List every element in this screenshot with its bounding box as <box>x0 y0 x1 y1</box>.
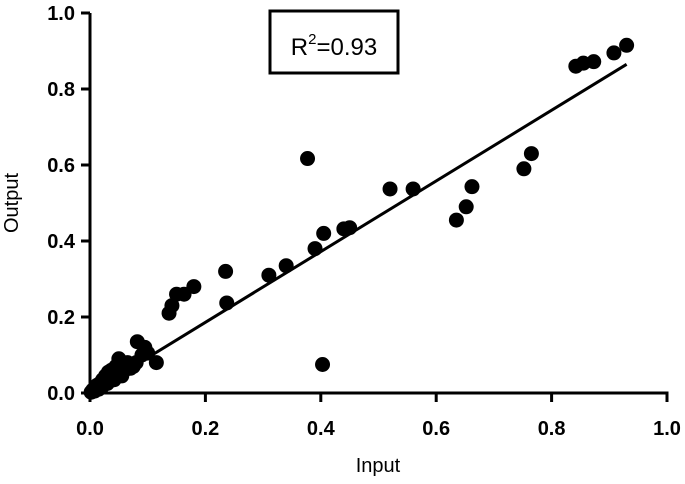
data-point <box>458 199 474 215</box>
x-tick-label: 1.0 <box>653 418 681 440</box>
trendline-layer <box>89 63 628 395</box>
data-point <box>148 355 164 371</box>
data-point <box>382 181 398 197</box>
data-point <box>307 241 323 257</box>
data-point <box>464 179 480 195</box>
data-point <box>300 151 316 167</box>
x-tick-label: 0.4 <box>307 418 336 440</box>
data-point <box>448 212 464 228</box>
y-tick-label: 1.0 <box>47 3 75 25</box>
data-point <box>342 220 358 236</box>
data-point <box>218 263 234 279</box>
x-tick-label: 0.0 <box>76 418 104 440</box>
data-point <box>405 181 421 197</box>
data-point <box>186 279 202 295</box>
y-tick-label: 0.8 <box>47 79 75 101</box>
data-point <box>619 37 635 53</box>
y-tick-label: 0.6 <box>47 155 75 177</box>
data-point <box>278 258 294 274</box>
y-axis-title: Output <box>1 173 23 233</box>
data-point <box>219 295 235 311</box>
data-point <box>516 161 532 177</box>
data-point <box>315 357 331 372</box>
data-points <box>83 37 635 400</box>
r-squared-annotation: R2=0.93 <box>268 9 400 75</box>
y-tick-label: 0.2 <box>47 307 75 329</box>
r-squared-label: R2=0.93 <box>291 31 377 61</box>
axes: 0.0 0.2 0.4 0.6 0.8 1.0 0.0 0.2 0.4 0.6 0.8 1.0 <box>47 3 681 440</box>
x-axis-title: Input <box>356 455 401 477</box>
data-point <box>586 54 602 70</box>
x-tick-label: 0.2 <box>191 418 219 440</box>
data-point <box>523 146 539 162</box>
y-tick-label: 0.0 <box>47 383 75 405</box>
x-tick-label: 0.6 <box>422 418 450 440</box>
data-point <box>140 345 156 361</box>
data-point <box>164 298 180 314</box>
r-squared-box <box>268 9 400 75</box>
x-tick-label: 0.8 <box>538 418 566 440</box>
y-tick-label: 0.4 <box>47 231 76 253</box>
data-point <box>606 45 622 61</box>
data-point <box>261 267 277 283</box>
trendline <box>89 63 628 395</box>
data-point <box>316 225 332 241</box>
